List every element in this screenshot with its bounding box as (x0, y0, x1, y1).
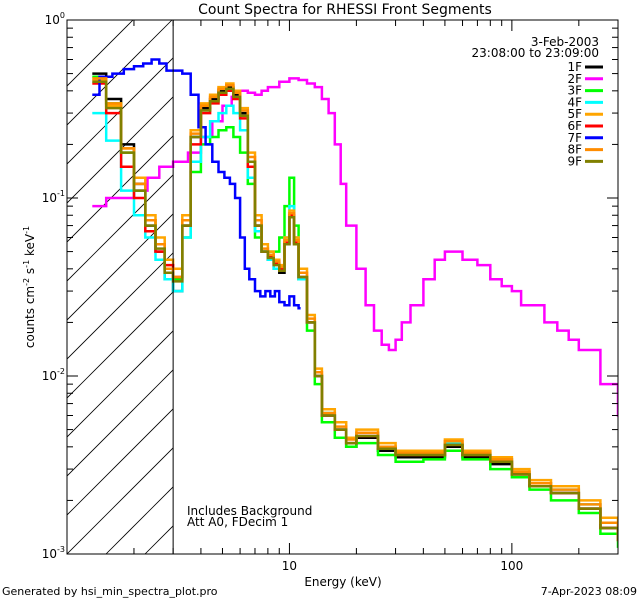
y-axis-label: counts cm-2 s-1 keV-1 (22, 226, 37, 348)
x-tick-label: 100 (500, 559, 523, 573)
hatch-line (262, 20, 640, 554)
hatch-line (67, 408, 174, 516)
y-tick-label: 100 (45, 11, 65, 27)
hatch-line (67, 213, 174, 321)
y-tick-label: 10-3 (42, 545, 65, 561)
footer-generated-by: Generated by hsi_min_spectra_plot.pro (2, 585, 218, 598)
series-4F-line (92, 104, 618, 542)
time-range-label: 23:08:00 to 23:09:00 (472, 46, 599, 60)
hatch-line (67, 330, 174, 438)
y-label-mid-2: keV (23, 233, 37, 260)
y-tick-label: 10-2 (42, 367, 65, 383)
x-axis-label: Energy (keV) (304, 575, 381, 589)
y-tick-exp: -1 (57, 189, 65, 198)
hatch-line (67, 20, 173, 126)
chart-title: Count Spectra for RHESSI Front Segments (198, 2, 492, 18)
legend-label-3F: 3F (567, 84, 582, 98)
plot-frame (66, 19, 619, 555)
y-tick-exp: 0 (60, 11, 65, 20)
series-9F-line (92, 80, 618, 542)
annotation-background: Includes Background (187, 504, 312, 518)
series-8F-line (92, 77, 618, 542)
legend-label-6F: 6F (567, 119, 582, 133)
legend-label-1F: 1F (567, 60, 582, 74)
hatch-line (67, 252, 174, 360)
y-tick-base: 10 (42, 547, 57, 561)
hatch-line (340, 20, 640, 554)
hatch-line (105, 486, 174, 554)
legend-label-4F: 4F (567, 95, 582, 109)
hatch-line (67, 369, 174, 477)
y-label-mid-1: s (23, 268, 37, 278)
hatch-line (457, 20, 640, 554)
series-5F-line (92, 78, 618, 535)
y-label-exp-1: -2 (22, 278, 31, 286)
series-2F-line (92, 77, 618, 417)
y-tick-label: 10-1 (42, 189, 65, 205)
legend-label-9F: 9F (567, 154, 582, 168)
date-label: 3-Feb-2003 (531, 35, 599, 49)
y-tick-exp: -3 (57, 545, 65, 554)
series-lines (92, 58, 618, 548)
legend-label-2F: 2F (567, 72, 582, 86)
annotation-attenuator: Att A0, FDecim 1 (187, 515, 288, 529)
hatch-line (613, 20, 640, 554)
attenuator-hatch (67, 20, 640, 554)
y-tick-base: 10 (45, 13, 60, 27)
hatch-line (574, 20, 640, 554)
legend-label-5F: 5F (567, 107, 582, 121)
legend-label-8F: 8F (567, 143, 582, 157)
y-label-exp-3: -1 (22, 226, 31, 234)
hatch-line (535, 20, 640, 554)
hatch-line (67, 135, 174, 243)
footer-timestamp: 7-Apr-2023 08:09 (541, 585, 637, 598)
legend-label-7F: 7F (567, 131, 582, 145)
series-7F-line (92, 58, 301, 310)
hatch-line (67, 447, 174, 554)
x-tick-label: 10 (282, 559, 297, 573)
y-label-exp-2: -1 (22, 260, 31, 268)
hatch-line (67, 174, 174, 282)
series-3F-line (92, 75, 618, 548)
y-tick-base: 10 (42, 191, 57, 205)
series-6F-line (92, 82, 618, 542)
hatch-line (301, 20, 640, 554)
x-ticks: 10 100 (66, 20, 619, 573)
y-tick-base: 10 (42, 369, 57, 383)
series-1F-line (92, 72, 618, 542)
y-tick-exp: -2 (57, 367, 65, 376)
hatch-line (67, 96, 174, 204)
y-label-base: counts cm (23, 286, 37, 348)
